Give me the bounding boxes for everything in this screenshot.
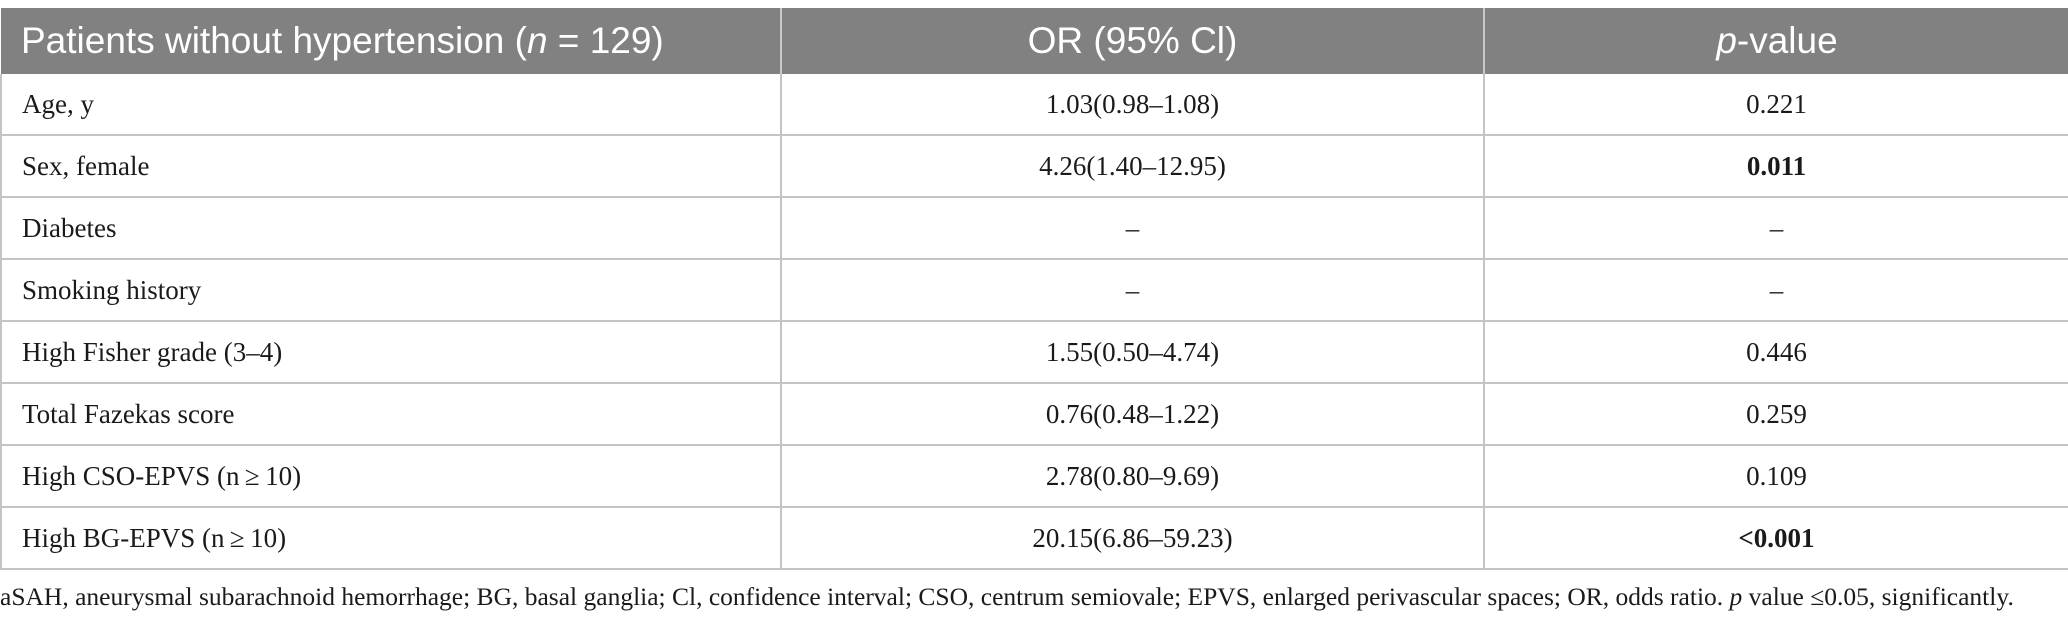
header-p-value: p-value (1484, 8, 2068, 74)
row-label: Sex, female (0, 135, 782, 198)
results-table-container: Patients without hypertension (n = 129) … (0, 8, 2068, 570)
table-row: Sex, female 4.26(1.40–12.95) 0.011 (0, 135, 2068, 198)
header-p-suffix: -value (1736, 20, 1838, 61)
row-or-ci: 20.15(6.86–59.23) (781, 507, 1485, 570)
row-or-ci: – (781, 259, 1485, 322)
table-row: Age, y 1.03(0.98–1.08) 0.221 (0, 74, 2068, 136)
row-label: High BG-EPVS (n ≥ 10) (0, 507, 782, 570)
header-patients-suffix: = 129) (547, 20, 664, 61)
row-label: Total Fazekas score (0, 383, 782, 446)
row-label: High CSO-EPVS (n ≥ 10) (0, 445, 782, 508)
row-or-ci: 1.55(0.50–4.74) (781, 321, 1485, 384)
row-p-value: 0.446 (1484, 321, 2068, 384)
results-table: Patients without hypertension (n = 129) … (0, 8, 2068, 570)
row-or-ci: 1.03(0.98–1.08) (781, 74, 1485, 136)
header-n-symbol: n (526, 20, 548, 61)
table-row: High CSO-EPVS (n ≥ 10) 2.78(0.80–9.69) 0… (0, 445, 2068, 508)
row-or-ci: 4.26(1.40–12.95) (781, 135, 1485, 198)
table-row: High Fisher grade (3–4) 1.55(0.50–4.74) … (0, 321, 2068, 384)
row-or-ci: 0.76(0.48–1.22) (781, 383, 1485, 446)
row-p-value: 0.259 (1484, 383, 2068, 446)
row-label: High Fisher grade (3–4) (0, 321, 782, 384)
table-row: Diabetes – – (0, 197, 2068, 260)
header-or-ci: OR (95% Cl) (781, 8, 1485, 74)
row-p-value: 0.109 (1484, 445, 2068, 508)
row-p-value: <0.001 (1484, 507, 2068, 570)
row-p-value: 0.221 (1484, 74, 2068, 136)
row-p-value: – (1484, 197, 2068, 260)
footnote-p-symbol: p (1729, 582, 1743, 611)
row-or-ci: 2.78(0.80–9.69) (781, 445, 1485, 508)
header-patients-group: Patients without hypertension (n = 129) (1, 8, 782, 74)
table-footnote: aSAH, aneurysmal subarachnoid hemorrhage… (0, 582, 2068, 612)
header-patients-prefix: Patients without hypertension ( (21, 20, 527, 61)
footnote-abbreviations: aSAH, aneurysmal subarachnoid hemorrhage… (0, 582, 1730, 611)
row-p-value: – (1484, 259, 2068, 322)
footnote-significance: value ≤0.05, significantly. (1742, 582, 2014, 611)
table-row: High BG-EPVS (n ≥ 10) 20.15(6.86–59.23) … (0, 507, 2068, 570)
row-label: Age, y (0, 74, 782, 136)
table-header-row: Patients without hypertension (n = 129) … (1, 8, 2068, 74)
row-label: Smoking history (0, 259, 782, 322)
table-row: Smoking history – – (0, 259, 2068, 322)
header-p-symbol: p (1716, 20, 1737, 61)
row-label: Diabetes (0, 197, 782, 260)
row-p-value: 0.011 (1484, 135, 2068, 198)
row-or-ci: – (781, 197, 1485, 260)
table-row: Total Fazekas score 0.76(0.48–1.22) 0.25… (0, 383, 2068, 446)
